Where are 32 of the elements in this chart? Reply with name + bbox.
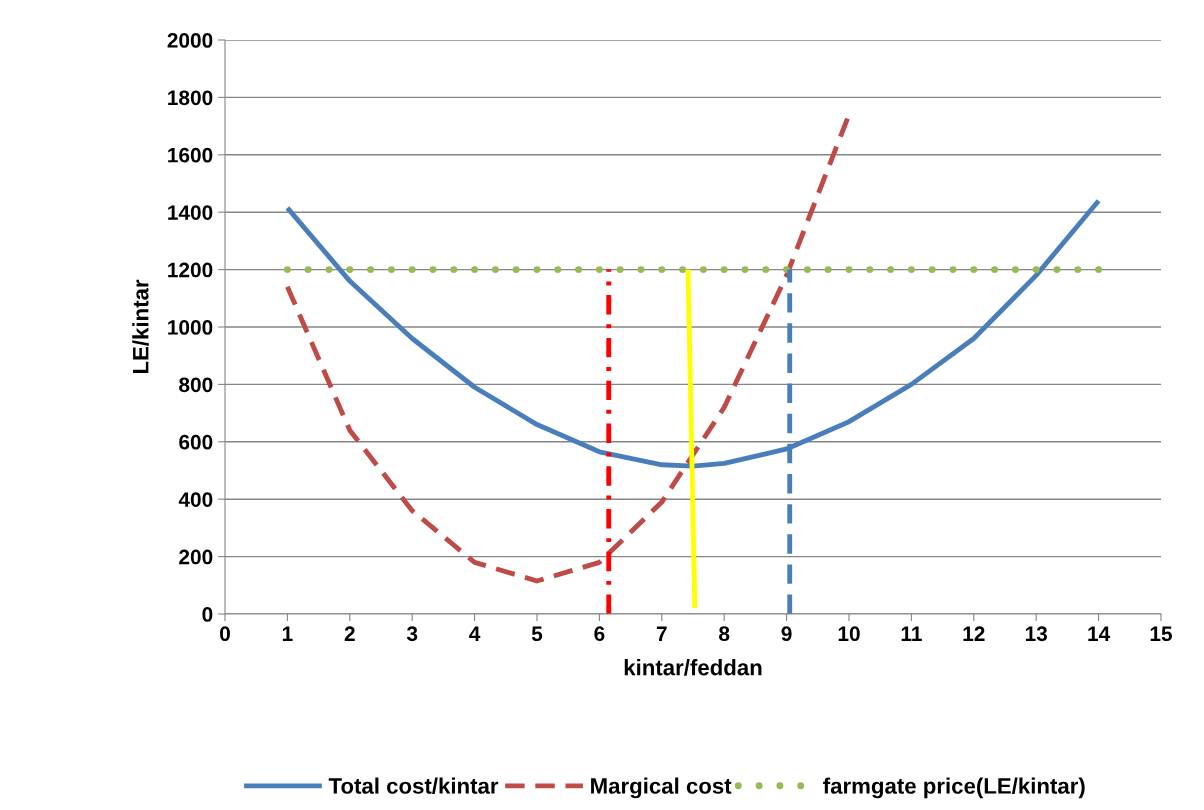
x-tick-label: 1 [282, 626, 293, 641]
x-tick-label: 13 [1025, 626, 1048, 642]
x-tick-label: 6 [594, 626, 605, 642]
x-tick-label: 3 [406, 626, 418, 642]
y-tick-label: 600 [179, 434, 213, 450]
y-axis-title: LE/kintar [132, 279, 149, 374]
legend-label: Margical cost [591, 777, 732, 799]
x-tick-label: 10 [838, 626, 860, 642]
y-tick-label: 800 [179, 377, 213, 393]
y-tick-label: 1000 [168, 320, 213, 335]
legend-label: farmgate price(LE/kintar) [823, 777, 1085, 799]
y-tick-label: 1200 [168, 262, 213, 278]
x-tick-label: 15 [1150, 626, 1173, 642]
x-tick-label: 12 [963, 626, 985, 641]
x-tick-label: 14 [1088, 626, 1111, 641]
x-tick-label: 8 [719, 626, 730, 642]
x-tick-label: 0 [220, 626, 230, 642]
x-tick-label: 2 [344, 626, 355, 641]
legend-label: Total cost/kintar [328, 777, 499, 795]
y-tick-label: 1600 [168, 147, 213, 163]
x-axis-title: kintar/feddan [624, 659, 762, 676]
y-tick-label: 2000 [167, 33, 213, 48]
x-tick-label: 4 [469, 626, 481, 641]
x-tick-label: 7 [656, 626, 667, 641]
y-tick-label: 1800 [168, 90, 213, 106]
y-tick-label: 400 [178, 492, 213, 507]
y-tick-label: 200 [179, 549, 213, 565]
x-tick-label: 5 [531, 626, 543, 642]
y-tick-label: 1400 [168, 205, 213, 220]
x-tick-label: 11 [901, 626, 922, 641]
x-tick-label: 9 [781, 626, 792, 642]
y-tick-label: 0 [202, 607, 213, 622]
